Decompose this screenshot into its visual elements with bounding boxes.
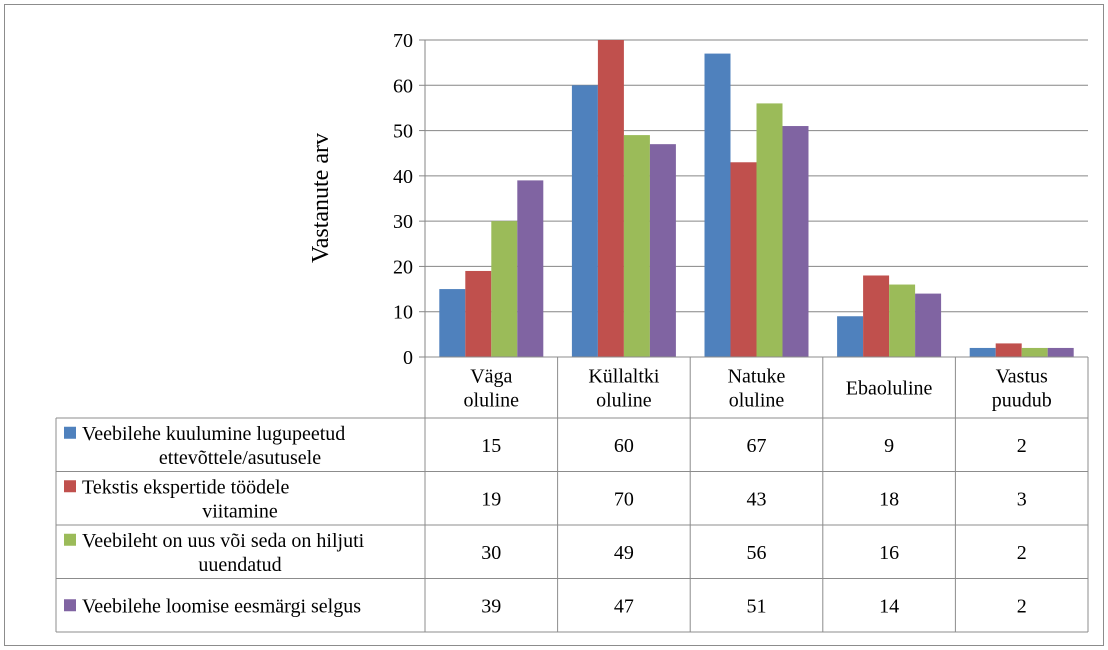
bar	[465, 270, 492, 357]
data-table-value: 14	[879, 595, 899, 617]
series-name: Tekstis ekspertide töödele	[82, 476, 290, 498]
data-table-value: 2	[1017, 542, 1027, 564]
bar	[623, 135, 650, 357]
data-table-value: 2	[1017, 595, 1027, 617]
data-table-value: 39	[481, 595, 501, 617]
data-table: VägaolulineKüllaltkiolulineNatukeoluline…	[55, 356, 1089, 633]
category-label: Väga	[470, 366, 512, 388]
y-tick-label: 30	[393, 211, 413, 233]
y-tick-label: 70	[393, 30, 413, 52]
bar	[517, 180, 544, 357]
bar	[649, 144, 676, 357]
data-table-value: 67	[747, 435, 767, 457]
bar	[1021, 347, 1048, 357]
legend-swatch	[64, 533, 76, 546]
data-table-value: 19	[481, 488, 501, 510]
bar	[837, 316, 864, 357]
category-label: oluline	[464, 390, 520, 412]
y-tick-label: 20	[393, 256, 413, 278]
y-tick-label: 0	[403, 347, 413, 369]
series-name: uuendatud	[198, 554, 281, 576]
data-table-value: 56	[747, 542, 767, 564]
data-table-value: 30	[481, 542, 501, 564]
y-axis-label: Vastanute arv	[308, 133, 334, 263]
legend-swatch	[64, 599, 76, 612]
bar	[995, 343, 1022, 357]
y-tick-label: 10	[393, 302, 413, 324]
category-label: puudub	[992, 390, 1052, 412]
bar	[571, 85, 598, 358]
bar	[756, 103, 783, 358]
data-table-value: 16	[879, 542, 899, 564]
bar	[597, 40, 624, 357]
data-table-value: 43	[747, 488, 767, 510]
category-label: Natuke	[728, 366, 786, 388]
y-axis: 0 10 20 30 40 50 60 70	[393, 30, 426, 369]
category-label: oluline	[729, 390, 785, 412]
series-name: Veebileht on uus või seda on hiljuti	[82, 530, 365, 552]
bar	[491, 221, 518, 357]
data-table-value: 47	[614, 595, 634, 617]
category-label: Ebaoluline	[846, 378, 933, 400]
data-table-value: 9	[884, 435, 894, 457]
legend-swatch	[64, 426, 76, 439]
bar	[704, 53, 731, 357]
y-tick-label: 50	[393, 121, 413, 143]
category-label: Küllaltki	[588, 366, 660, 388]
category-label: Vastus	[996, 366, 1048, 388]
bar	[730, 162, 757, 357]
legend-swatch	[64, 480, 76, 493]
bar	[915, 293, 942, 357]
bar	[863, 275, 890, 357]
bar	[782, 126, 809, 358]
bar	[969, 347, 996, 357]
category-label: oluline	[596, 390, 652, 412]
data-table-value: 49	[614, 542, 634, 564]
series-name: viitamine	[202, 500, 278, 522]
series-name: ettevõttele/asutusele	[159, 447, 321, 469]
data-table-value: 60	[614, 435, 634, 457]
data-table-value: 15	[481, 435, 501, 457]
y-tick-label: 60	[393, 75, 413, 97]
series-name: Veebilehe loomise eesmärgi selgus	[82, 595, 361, 617]
data-table-value: 3	[1017, 488, 1027, 510]
data-table-value: 2	[1017, 435, 1027, 457]
data-table-value: 51	[747, 595, 767, 617]
bar	[439, 289, 466, 357]
data-table-value: 18	[879, 488, 899, 510]
bar	[1047, 347, 1074, 357]
series-name: Veebilehe kuulumine lugupeetud	[82, 423, 345, 445]
data-table-value: 70	[614, 488, 634, 510]
y-tick-label: 40	[393, 166, 413, 188]
bars	[439, 40, 1074, 358]
chart-frame	[4, 4, 1104, 646]
bar	[889, 284, 916, 357]
